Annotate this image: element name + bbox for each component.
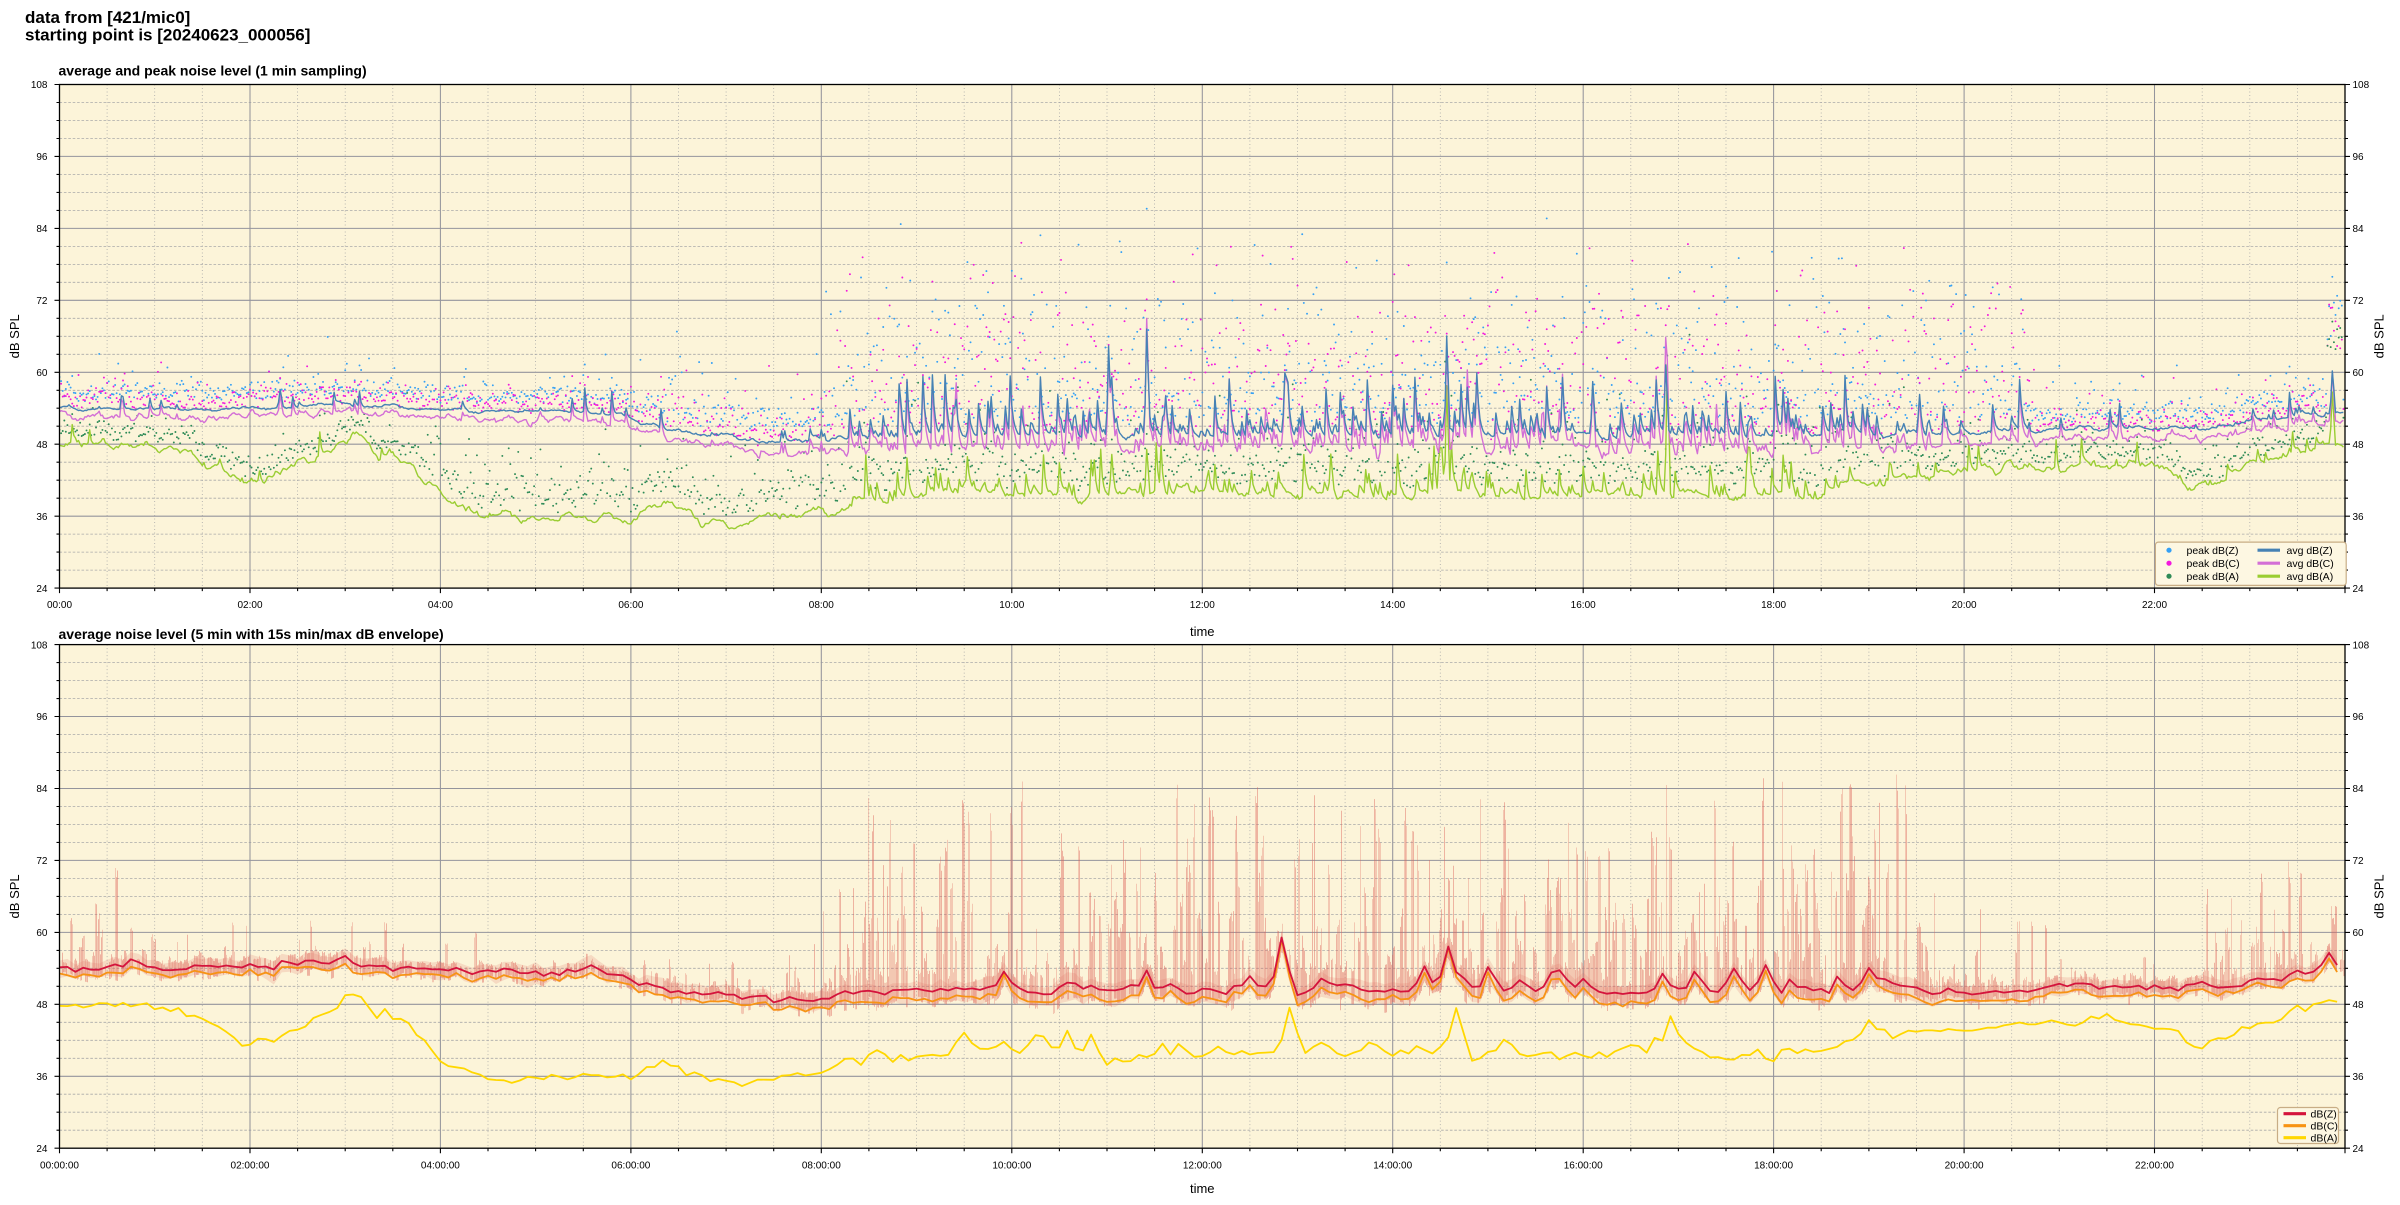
svg-text:peak dB(Z): peak dB(Z) — [2187, 545, 2239, 557]
svg-text:04:00:00: 04:00:00 — [421, 1161, 460, 1172]
svg-text:24: 24 — [36, 584, 48, 595]
svg-text:84: 84 — [2353, 784, 2365, 795]
svg-text:06:00:00: 06:00:00 — [611, 1161, 650, 1172]
svg-text:60: 60 — [2353, 928, 2365, 939]
svg-text:12:00: 12:00 — [1190, 600, 1215, 611]
svg-text:time: time — [1190, 624, 1215, 639]
svg-text:36: 36 — [36, 512, 48, 523]
svg-text:48: 48 — [36, 440, 48, 451]
svg-text:avg dB(C): avg dB(C) — [2287, 558, 2334, 570]
svg-text:14:00: 14:00 — [1380, 600, 1405, 611]
svg-text:96: 96 — [2353, 712, 2365, 723]
svg-text:96: 96 — [36, 152, 48, 163]
svg-text:dB SPL: dB SPL — [2372, 314, 2387, 358]
svg-text:20:00: 20:00 — [1952, 600, 1977, 611]
svg-text:72: 72 — [36, 296, 48, 307]
svg-text:108: 108 — [2353, 640, 2370, 651]
svg-text:108: 108 — [31, 640, 48, 651]
svg-text:peak dB(C): peak dB(C) — [2187, 558, 2240, 570]
svg-text:72: 72 — [2353, 856, 2365, 867]
svg-text:84: 84 — [36, 224, 48, 235]
svg-text:84: 84 — [2353, 224, 2365, 235]
svg-text:starting point is [20240623_00: starting point is [20240623_000056] — [25, 25, 310, 44]
svg-text:20:00:00: 20:00:00 — [1945, 1161, 1984, 1172]
svg-text:dB(Z): dB(Z) — [2311, 1108, 2337, 1120]
svg-text:06:00: 06:00 — [618, 600, 643, 611]
svg-text:72: 72 — [36, 856, 48, 867]
svg-text:22:00:00: 22:00:00 — [2135, 1161, 2174, 1172]
svg-text:12:00:00: 12:00:00 — [1183, 1161, 1222, 1172]
svg-text:00:00: 00:00 — [47, 600, 72, 611]
svg-text:18:00: 18:00 — [1761, 600, 1786, 611]
svg-text:time: time — [1190, 1181, 1215, 1196]
svg-text:84: 84 — [36, 784, 48, 795]
svg-text:10:00:00: 10:00:00 — [992, 1161, 1031, 1172]
svg-text:18:00:00: 18:00:00 — [1754, 1161, 1793, 1172]
svg-text:00:00:00: 00:00:00 — [40, 1161, 79, 1172]
svg-text:22:00: 22:00 — [2142, 600, 2167, 611]
svg-text:data from [421/mic0]: data from [421/mic0] — [25, 8, 190, 27]
svg-text:16:00: 16:00 — [1571, 600, 1596, 611]
svg-text:dB SPL: dB SPL — [7, 314, 22, 358]
svg-text:60: 60 — [36, 368, 48, 379]
svg-text:02:00: 02:00 — [237, 600, 262, 611]
svg-text:dB SPL: dB SPL — [7, 874, 22, 918]
svg-text:dB SPL: dB SPL — [2372, 874, 2387, 918]
svg-text:48: 48 — [2353, 1000, 2365, 1011]
svg-text:24: 24 — [2353, 1144, 2365, 1155]
svg-text:16:00:00: 16:00:00 — [1564, 1161, 1603, 1172]
svg-text:avg dB(A): avg dB(A) — [2287, 571, 2334, 583]
svg-text:04:00: 04:00 — [428, 600, 453, 611]
svg-text:dB(C): dB(C) — [2311, 1120, 2338, 1132]
svg-text:24: 24 — [2353, 584, 2365, 595]
svg-text:108: 108 — [31, 80, 48, 91]
svg-text:96: 96 — [2353, 152, 2365, 163]
svg-text:14:00:00: 14:00:00 — [1373, 1161, 1412, 1172]
svg-text:24: 24 — [36, 1144, 48, 1155]
svg-text:10:00: 10:00 — [999, 600, 1024, 611]
svg-text:108: 108 — [2353, 80, 2370, 91]
svg-text:36: 36 — [2353, 1072, 2365, 1083]
svg-text:average noise level (5 min wit: average noise level (5 min with 15s min/… — [59, 626, 444, 642]
svg-text:36: 36 — [36, 1072, 48, 1083]
svg-text:48: 48 — [36, 1000, 48, 1011]
svg-text:08:00:00: 08:00:00 — [802, 1161, 841, 1172]
svg-text:08:00: 08:00 — [809, 600, 834, 611]
svg-text:60: 60 — [36, 928, 48, 939]
svg-text:average and peak noise level (: average and peak noise level (1 min samp… — [59, 63, 367, 79]
svg-text:dB(A): dB(A) — [2311, 1132, 2338, 1144]
svg-text:peak dB(A): peak dB(A) — [2187, 571, 2240, 583]
svg-text:60: 60 — [2353, 368, 2365, 379]
svg-text:48: 48 — [2353, 440, 2365, 451]
svg-text:72: 72 — [2353, 296, 2365, 307]
svg-text:avg dB(Z): avg dB(Z) — [2287, 545, 2333, 557]
svg-text:36: 36 — [2353, 512, 2365, 523]
svg-text:96: 96 — [36, 712, 48, 723]
svg-text:02:00:00: 02:00:00 — [231, 1161, 270, 1172]
